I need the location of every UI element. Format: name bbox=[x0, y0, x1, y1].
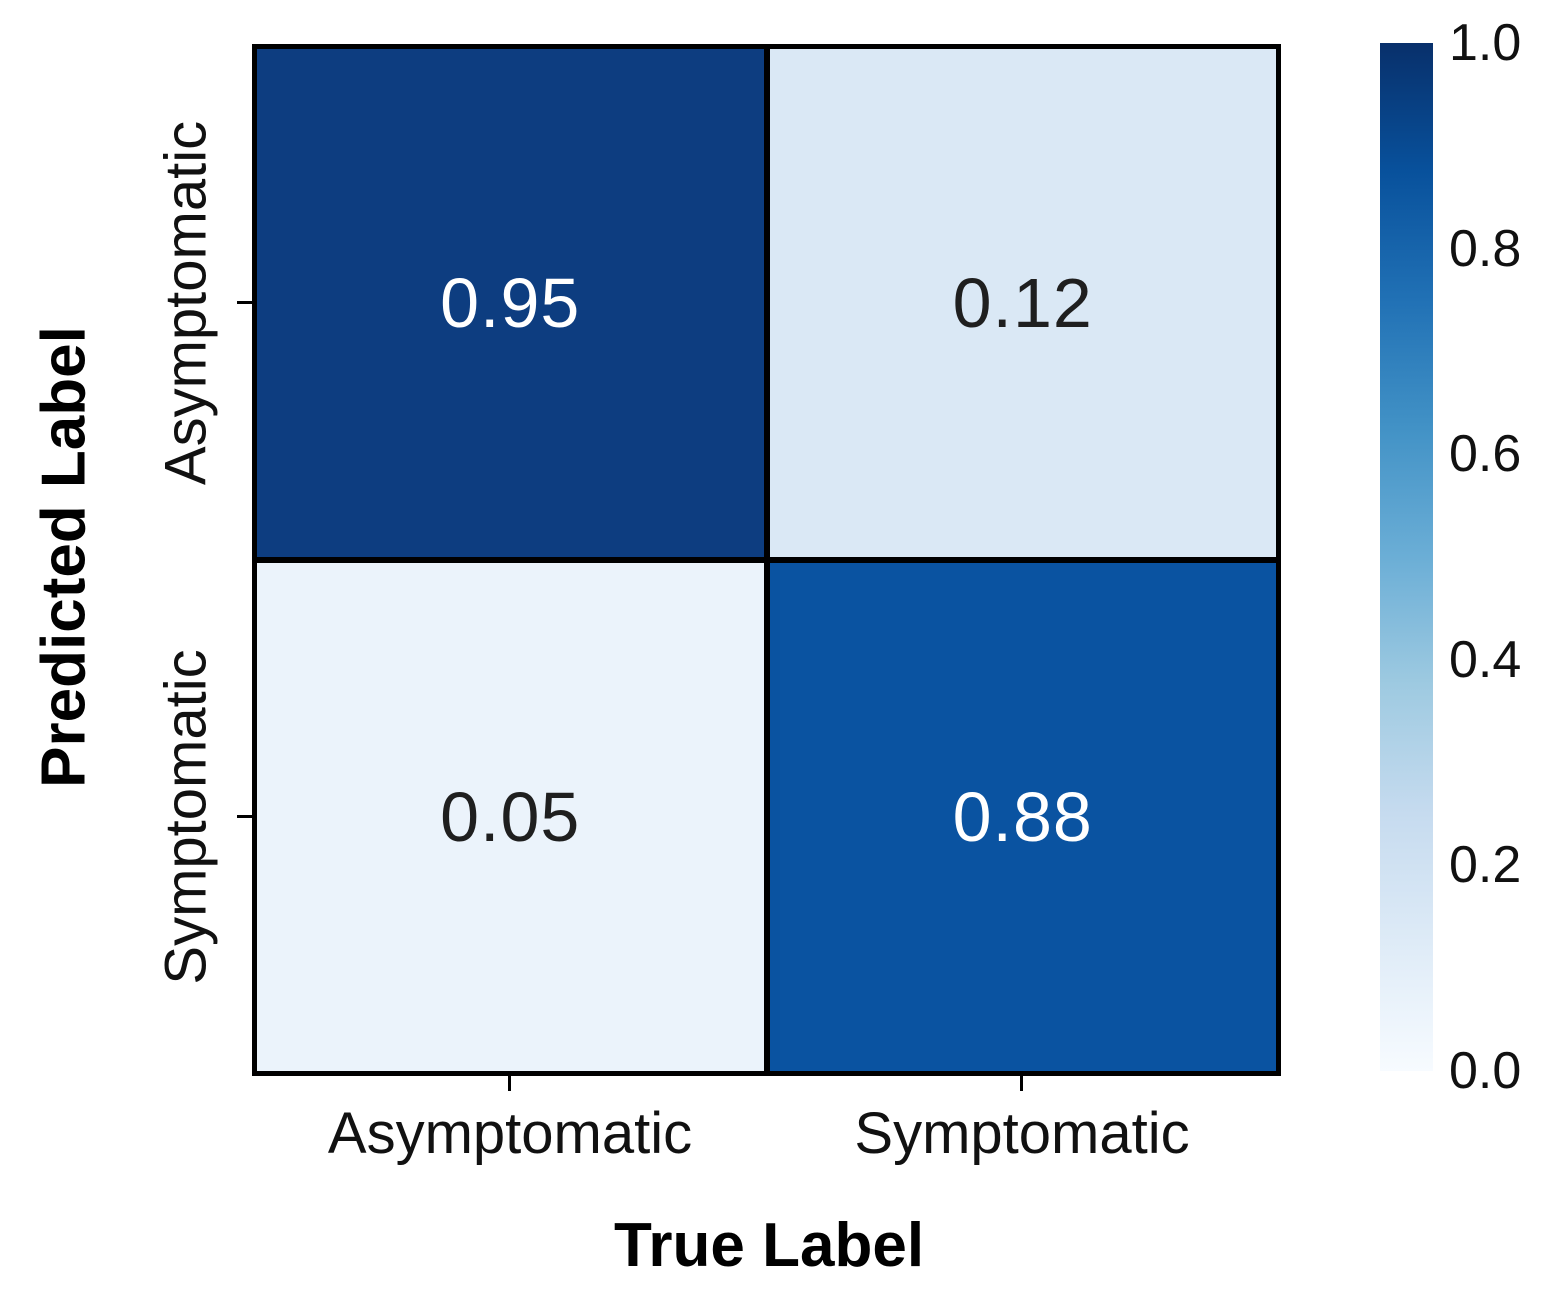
colorbar-tick-label-0.2: 0.2 bbox=[1449, 836, 1522, 894]
heatmap-cell-symptomatic-asymptomatic: 0.05 bbox=[257, 563, 764, 1071]
x-tick-mark-symptomatic bbox=[1020, 1076, 1023, 1091]
heatmap-cell-symptomatic-symptomatic: 0.88 bbox=[769, 563, 1276, 1071]
heatmap-grid: 0.95 0.12 0.05 0.88 bbox=[252, 44, 1281, 1076]
y-tick-label-asymptomatic: Asymptomatic bbox=[153, 120, 219, 486]
x-tick-mark-asymptomatic bbox=[508, 1076, 511, 1091]
colorbar-gradient bbox=[1380, 43, 1433, 1071]
x-tick-label-asymptomatic: Asymptomatic bbox=[327, 1101, 693, 1166]
x-axis-title: True Label bbox=[613, 1211, 925, 1280]
y-tick-mark-asymptomatic bbox=[237, 301, 252, 304]
heatmap-cell-asymptomatic-asymptomatic: 0.95 bbox=[257, 49, 764, 557]
y-axis-title: Predicted Label bbox=[29, 326, 99, 788]
x-tick-label-symptomatic: Symptomatic bbox=[854, 1101, 1190, 1166]
colorbar-tick-label-0.0: 0.0 bbox=[1449, 1042, 1522, 1100]
colorbar-tick-label-0.8: 0.8 bbox=[1449, 220, 1522, 278]
y-tick-mark-symptomatic bbox=[237, 815, 252, 818]
colorbar-tick-label-0.6: 0.6 bbox=[1449, 425, 1522, 483]
y-tick-label-symptomatic: Symptomatic bbox=[153, 649, 219, 985]
colorbar-tick-label-1.0: 1.0 bbox=[1449, 14, 1522, 72]
heatmap-cell-asymptomatic-symptomatic: 0.12 bbox=[769, 49, 1276, 557]
colorbar-tick-label-0.4: 0.4 bbox=[1449, 631, 1522, 689]
